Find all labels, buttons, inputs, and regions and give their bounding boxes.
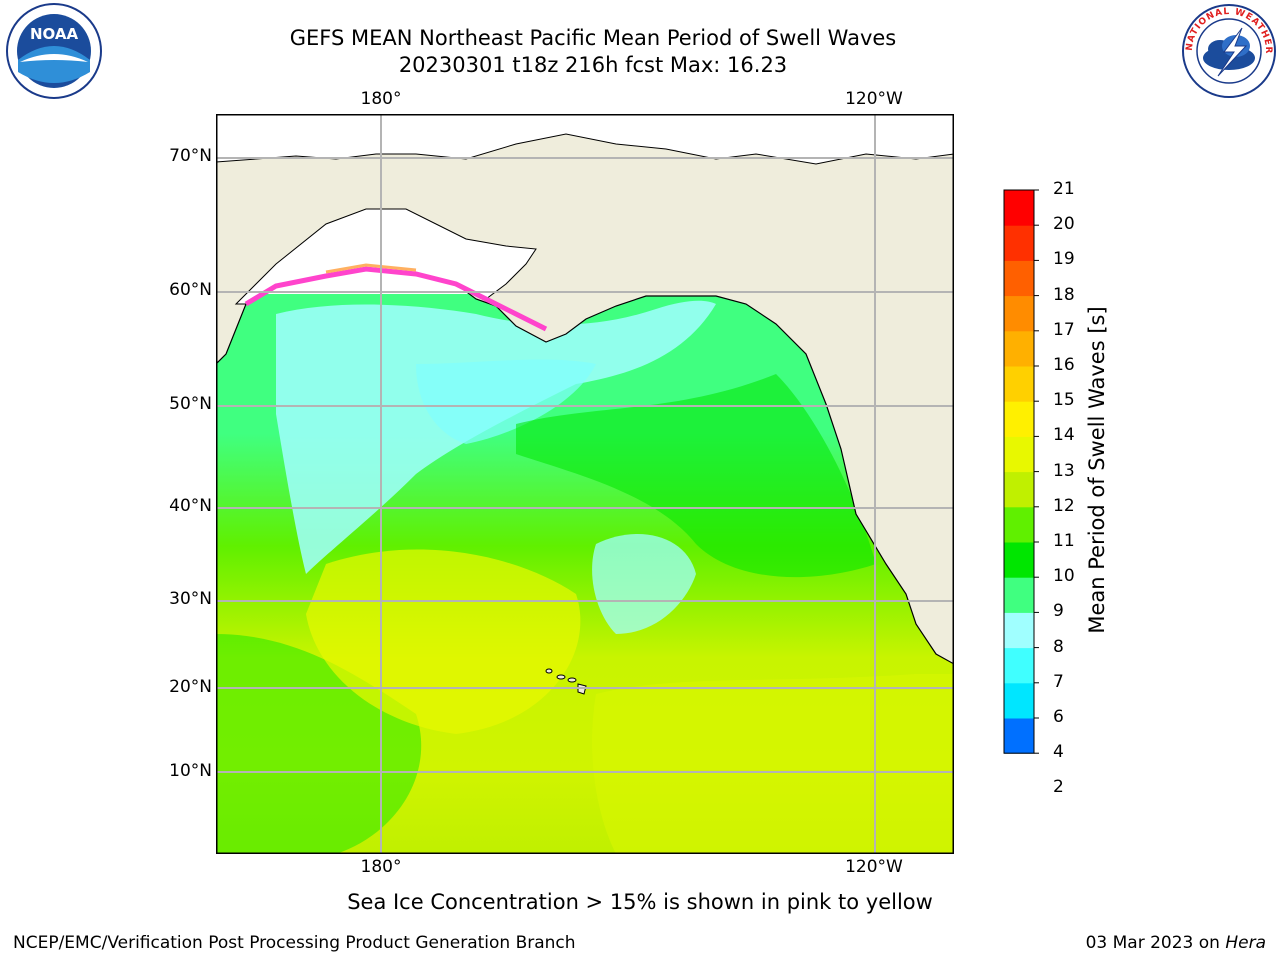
colorbar-band <box>1004 436 1034 473</box>
colorbar-band <box>1004 471 1034 508</box>
lat-label-40n: 40°N <box>169 496 212 516</box>
colorbar-tick-label: 14 <box>1053 425 1075 446</box>
colorbar-tick-label: 15 <box>1053 390 1075 411</box>
colorbar-tick-label: 19 <box>1053 249 1075 270</box>
lon-label-bottom-180: 180° <box>360 857 402 877</box>
colorbar-tick-label: 18 <box>1053 284 1075 305</box>
sea-ice-edge <box>244 266 548 332</box>
colorbar-band <box>1004 225 1034 261</box>
colorbar-tick-label: 10 <box>1053 566 1075 587</box>
lon-label-bottom-120w: 120°W <box>845 857 903 877</box>
lon-label-top-180: 180° <box>360 89 402 109</box>
colorbar-band <box>1004 647 1034 684</box>
lat-label-20n: 20°N <box>169 677 212 697</box>
colorbar-band <box>1004 542 1034 578</box>
colorbar-tick-label: 13 <box>1053 460 1075 481</box>
region-green-east <box>516 374 876 578</box>
colorbar-band <box>1004 718 1034 754</box>
sea-ice-edge-orange <box>325 263 417 274</box>
colorbar-tick-label: 7 <box>1053 671 1064 692</box>
colorbar-tick-label: 4 <box>1053 742 1064 763</box>
colorbar-band <box>1004 366 1034 402</box>
footer-credit: NCEP/EMC/Verification Post Processing Pr… <box>13 933 576 953</box>
colorbar-band <box>1004 295 1034 332</box>
lon-label-top-120w: 120°W <box>845 89 903 109</box>
lat-label-50n: 50°N <box>169 394 212 414</box>
region-cyan-central <box>416 359 596 444</box>
chart-subtitle: 20230301 t18z 216h fcst Max: 16.23 <box>398 53 788 77</box>
colorbar <box>1003 189 1039 754</box>
nws-logo: NATIONAL WEATHER SERVICE <box>1180 2 1276 98</box>
colorbar-band <box>1004 330 1034 367</box>
footer-date: 03 Mar 2023 on Hera <box>1085 933 1266 953</box>
colorbar-band <box>1004 190 1034 226</box>
hawaii-islands <box>545 668 587 695</box>
colorbar-band <box>1004 682 1034 719</box>
region-cyan-south <box>592 534 696 634</box>
colorbar-band <box>1004 260 1034 297</box>
colorbar-tick-label: 11 <box>1053 531 1075 551</box>
colorbar-tick-label: 6 <box>1053 707 1064 727</box>
colorbar-band <box>1004 401 1034 437</box>
colorbar-band <box>1004 506 1034 543</box>
lat-label-60n: 60°N <box>169 280 212 300</box>
colorbar-tick-label: 17 <box>1053 319 1075 340</box>
colorbar-band <box>1004 612 1034 649</box>
colorbar-tick-label: 2 <box>1053 777 1064 798</box>
colorbar-tick-label: 20 <box>1053 214 1075 235</box>
colorbar-tick-label: 16 <box>1053 355 1075 375</box>
map-frame <box>216 114 954 854</box>
footer-machine: Hera <box>1225 933 1266 953</box>
noaa-logo-text: NOAA <box>30 25 79 43</box>
colorbar-tick-label: 9 <box>1053 601 1064 622</box>
lat-label-70n: 70°N <box>169 146 212 166</box>
region-yellow-southeast <box>592 674 954 854</box>
chart-title: GEFS MEAN Northeast Pacific Mean Period … <box>289 26 897 50</box>
sea-ice-note: Sea Ice Concentration > 15% is shown in … <box>347 890 933 914</box>
graticule <box>216 114 954 854</box>
map-plot <box>216 114 954 854</box>
noaa-logo: NOAA <box>6 3 102 99</box>
lat-label-30n: 30°N <box>169 589 212 609</box>
colorbar-tick-label: 8 <box>1053 636 1064 657</box>
colorbar-tick-label: 12 <box>1053 495 1075 516</box>
region-cyan-north <box>276 300 716 574</box>
lat-label-10n: 10°N <box>169 761 212 781</box>
colorbar-tick-label: 21 <box>1053 179 1075 199</box>
colorbar-band <box>1004 577 1034 613</box>
